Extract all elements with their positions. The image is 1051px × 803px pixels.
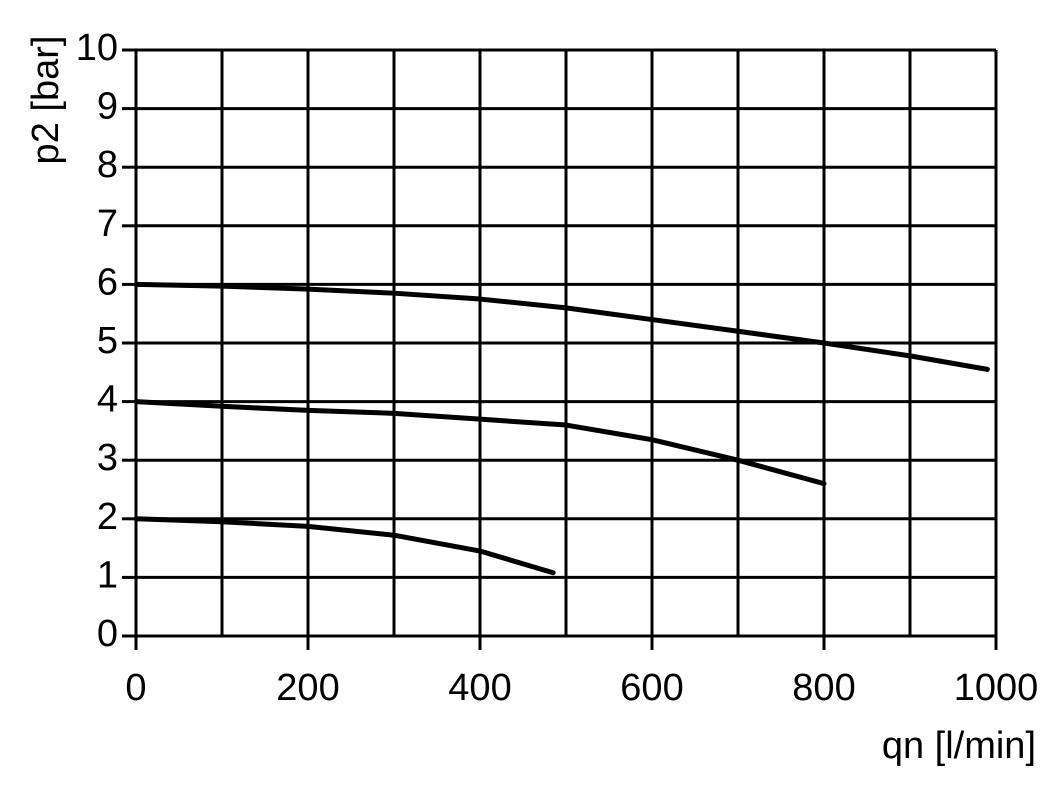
curve [133, 516, 556, 576]
y-tick-label: 3 [97, 437, 118, 479]
x-tick-label: 1000 [954, 667, 1039, 709]
y-tick-label: 2 [97, 496, 118, 538]
y-tick-label: 4 [97, 379, 118, 421]
x-tick-label: 0 [125, 667, 146, 709]
y-tick-label: 10 [76, 27, 118, 69]
y-tick-label: 6 [97, 261, 118, 303]
x-tick-label: 200 [276, 667, 339, 709]
curve [133, 399, 827, 487]
curve [133, 281, 990, 372]
y-tick-label: 5 [97, 320, 118, 362]
x-tick-label: 600 [620, 667, 683, 709]
x-axis-label: qn [l/min] [882, 725, 1036, 767]
y-tick-label: 7 [97, 203, 118, 245]
y-tick-label: 0 [97, 613, 118, 655]
y-tick-label: 9 [97, 86, 118, 128]
x-tick-label: 400 [448, 667, 511, 709]
y-tick-label: 8 [97, 144, 118, 186]
x-tick-label: 800 [792, 667, 855, 709]
y-tick-label: 1 [97, 554, 118, 596]
y-axis-label: p2 [bar] [25, 36, 67, 165]
